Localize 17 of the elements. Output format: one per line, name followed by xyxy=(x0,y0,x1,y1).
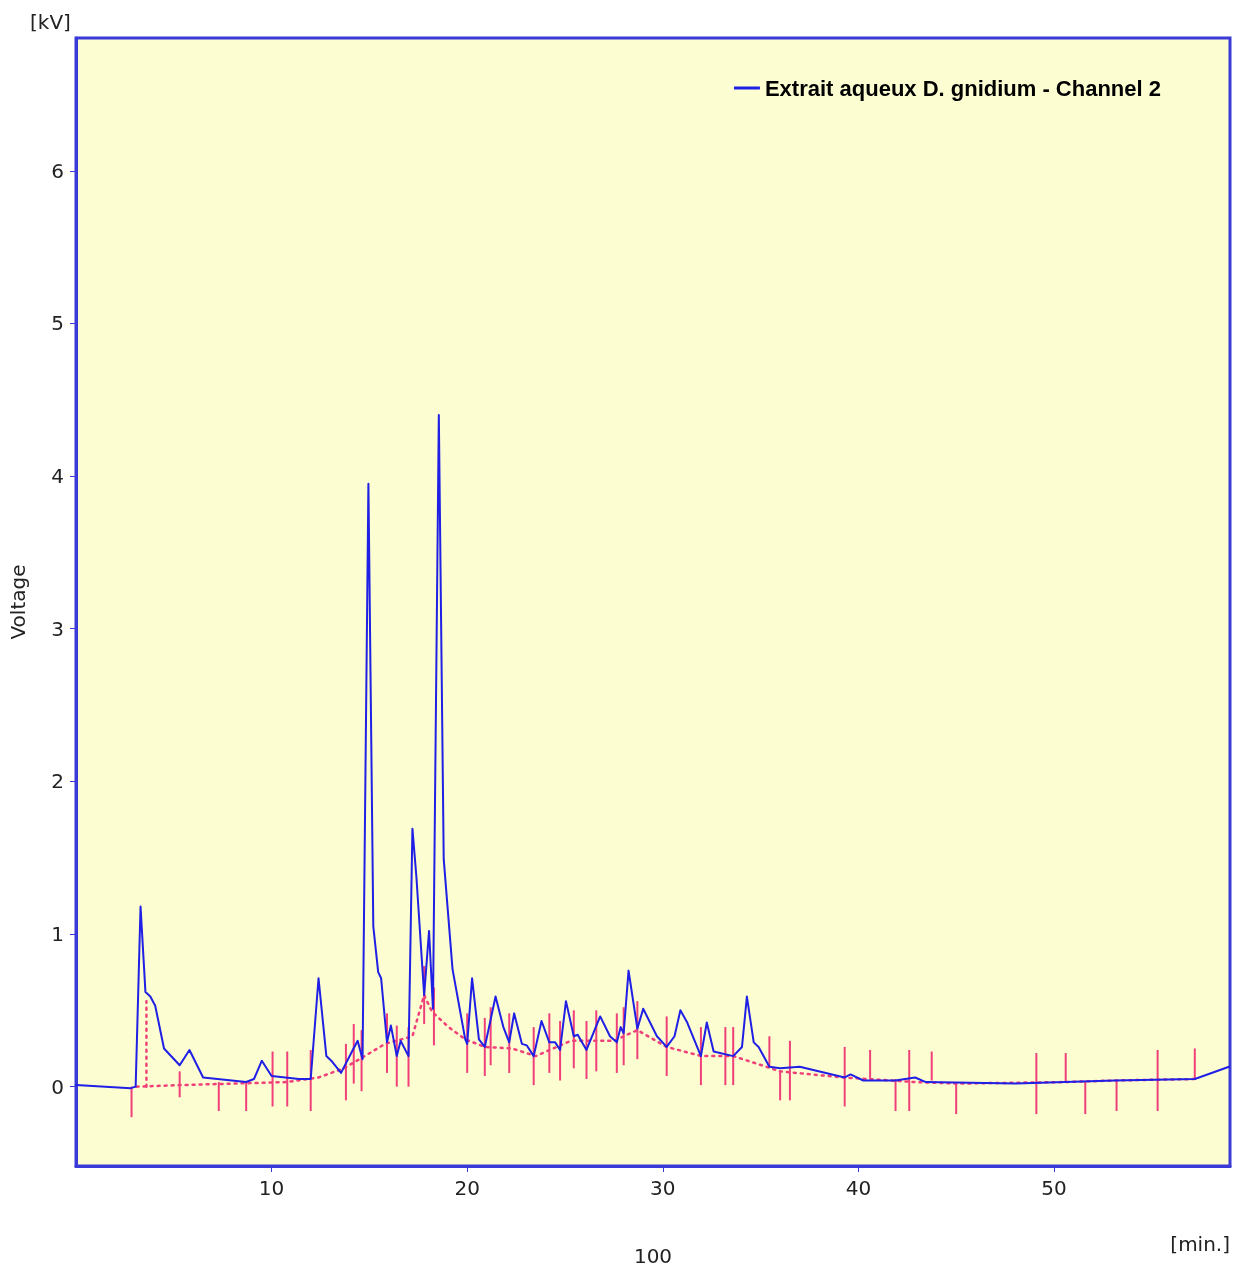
y-tick-label: 0 xyxy=(51,1074,64,1099)
x-tick-label: 10 xyxy=(258,1176,285,1200)
y-tick-label: 4 xyxy=(51,464,64,489)
y-tick-label: 3 xyxy=(51,616,64,641)
x-tick-label: 20 xyxy=(454,1176,480,1200)
y-tick-label: 1 xyxy=(51,921,64,946)
x-tick-label: 50 xyxy=(1041,1176,1067,1200)
x-axis-title: 100 xyxy=(633,1244,673,1268)
y-tick-label: 5 xyxy=(51,311,64,336)
x-tick-label: 40 xyxy=(845,1176,872,1200)
legend-label: Extrait aqueux D. gnidium - Channel 2 xyxy=(764,75,1162,101)
x-tick-label: 30 xyxy=(650,1176,676,1200)
y-tick-label: 2 xyxy=(51,769,64,794)
y-tick-label: 6 xyxy=(51,158,64,183)
y-axis-title: Voltage xyxy=(6,564,30,640)
text: [kV] xyxy=(30,10,71,34)
text: [min.] xyxy=(1170,1232,1231,1256)
